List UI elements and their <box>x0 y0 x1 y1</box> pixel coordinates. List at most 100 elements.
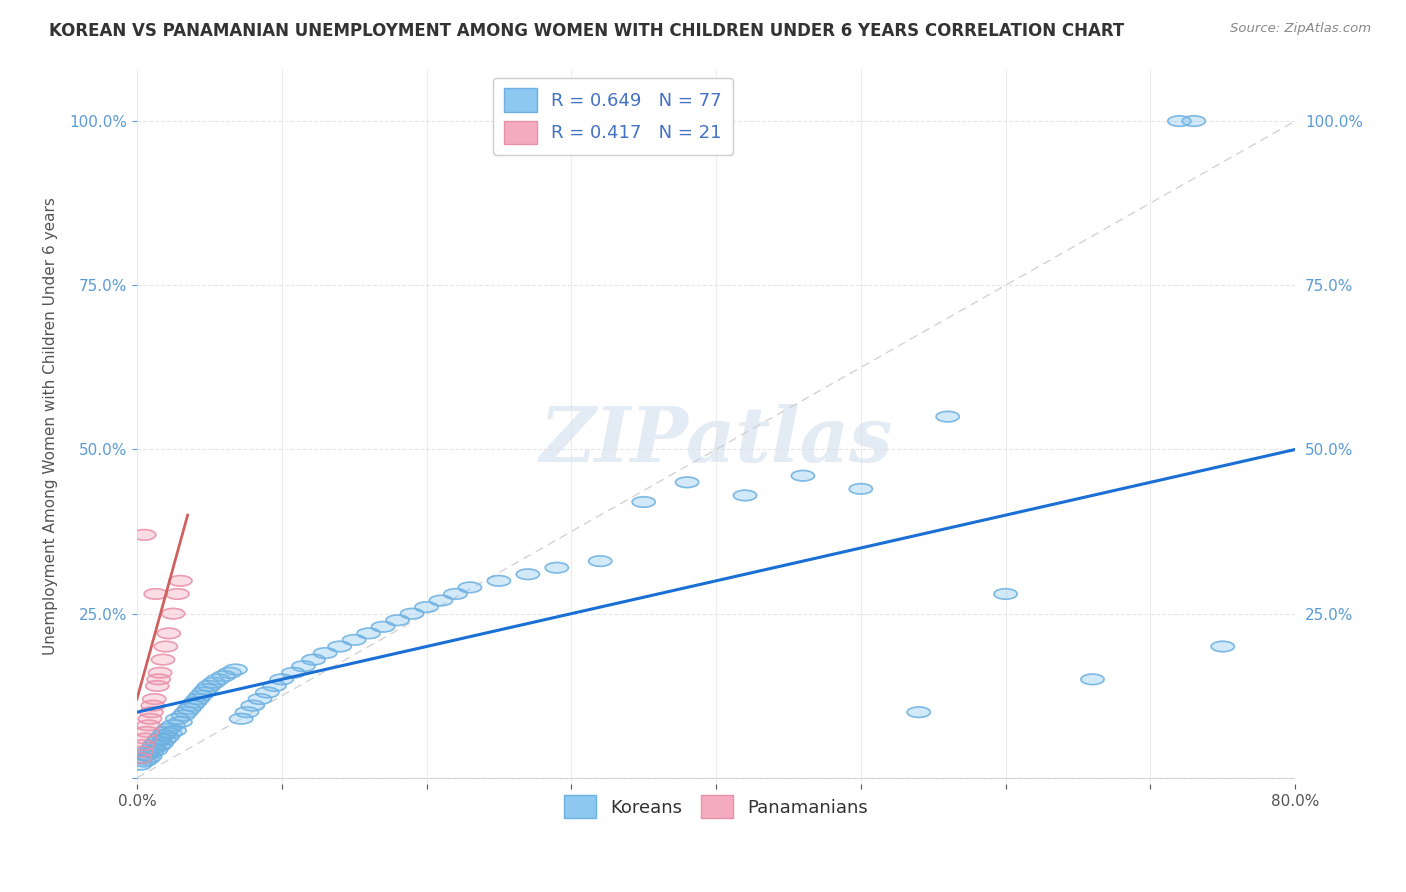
Circle shape <box>734 491 756 500</box>
Circle shape <box>134 749 157 760</box>
Circle shape <box>132 530 156 540</box>
Circle shape <box>458 582 481 592</box>
Circle shape <box>415 602 439 612</box>
Circle shape <box>242 700 264 711</box>
Text: ZIPatlas: ZIPatlas <box>540 404 893 478</box>
Circle shape <box>152 655 174 665</box>
Circle shape <box>152 730 174 740</box>
Circle shape <box>155 641 177 652</box>
Circle shape <box>166 714 188 724</box>
Circle shape <box>169 575 193 586</box>
Circle shape <box>143 694 166 705</box>
Circle shape <box>129 747 153 756</box>
Circle shape <box>141 743 165 754</box>
Circle shape <box>235 707 259 717</box>
Circle shape <box>589 556 612 566</box>
Circle shape <box>139 707 163 717</box>
Circle shape <box>633 497 655 508</box>
Circle shape <box>1168 116 1191 127</box>
Circle shape <box>444 589 467 599</box>
Circle shape <box>1182 116 1205 127</box>
Circle shape <box>135 755 159 764</box>
Circle shape <box>343 635 366 645</box>
Circle shape <box>153 734 176 745</box>
Circle shape <box>131 739 155 750</box>
Circle shape <box>156 731 179 742</box>
Circle shape <box>195 684 218 695</box>
Circle shape <box>224 665 247 674</box>
Circle shape <box>202 677 225 688</box>
Circle shape <box>146 737 169 747</box>
Text: Source: ZipAtlas.com: Source: ZipAtlas.com <box>1230 22 1371 36</box>
Circle shape <box>429 595 453 606</box>
Circle shape <box>145 589 167 599</box>
Text: KOREAN VS PANAMANIAN UNEMPLOYMENT AMONG WOMEN WITH CHILDREN UNDER 6 YEARS CORREL: KOREAN VS PANAMANIAN UNEMPLOYMENT AMONG … <box>49 22 1125 40</box>
Circle shape <box>155 727 177 737</box>
Circle shape <box>159 728 181 739</box>
Circle shape <box>141 700 165 711</box>
Circle shape <box>135 727 159 737</box>
Circle shape <box>128 759 152 770</box>
Y-axis label: Unemployment Among Women with Children Under 6 years: Unemployment Among Women with Children U… <box>44 197 58 656</box>
Circle shape <box>188 690 212 701</box>
Circle shape <box>136 747 160 756</box>
Circle shape <box>177 704 201 714</box>
Circle shape <box>174 707 198 717</box>
Circle shape <box>249 694 271 705</box>
Circle shape <box>162 608 184 619</box>
Circle shape <box>994 589 1017 599</box>
Circle shape <box>139 747 163 758</box>
Circle shape <box>136 720 160 731</box>
Circle shape <box>149 667 172 678</box>
Circle shape <box>302 655 325 665</box>
Circle shape <box>145 745 167 756</box>
Circle shape <box>1081 674 1104 684</box>
Circle shape <box>907 707 931 717</box>
Circle shape <box>143 739 166 750</box>
Circle shape <box>675 477 699 488</box>
Circle shape <box>516 569 540 580</box>
Circle shape <box>256 687 278 698</box>
Circle shape <box>218 667 242 678</box>
Circle shape <box>488 575 510 586</box>
Circle shape <box>198 681 221 691</box>
Circle shape <box>150 739 173 749</box>
Circle shape <box>229 714 253 724</box>
Circle shape <box>328 641 352 652</box>
Circle shape <box>270 674 294 684</box>
Circle shape <box>546 563 568 573</box>
Circle shape <box>148 674 170 684</box>
Circle shape <box>292 661 315 672</box>
Circle shape <box>129 753 153 764</box>
Circle shape <box>157 723 180 734</box>
Circle shape <box>792 470 814 481</box>
Circle shape <box>193 687 215 698</box>
Circle shape <box>128 753 152 764</box>
Circle shape <box>263 681 285 691</box>
Circle shape <box>162 720 184 731</box>
Circle shape <box>212 671 235 681</box>
Circle shape <box>149 733 172 744</box>
Circle shape <box>1211 641 1234 652</box>
Circle shape <box>138 714 162 724</box>
Circle shape <box>132 756 156 767</box>
Circle shape <box>401 608 423 619</box>
Circle shape <box>148 741 170 752</box>
Circle shape <box>387 615 409 625</box>
Circle shape <box>163 725 186 736</box>
Circle shape <box>357 628 380 639</box>
Circle shape <box>180 700 204 711</box>
Circle shape <box>849 483 872 494</box>
Circle shape <box>183 697 207 707</box>
Circle shape <box>207 674 229 684</box>
Legend: Koreans, Panamanians: Koreans, Panamanians <box>557 788 876 825</box>
Circle shape <box>371 622 395 632</box>
Circle shape <box>186 694 209 705</box>
Circle shape <box>146 681 169 691</box>
Circle shape <box>134 733 157 744</box>
Circle shape <box>281 667 305 678</box>
Circle shape <box>157 628 180 639</box>
Circle shape <box>138 752 162 762</box>
Circle shape <box>314 648 337 658</box>
Circle shape <box>169 717 193 727</box>
